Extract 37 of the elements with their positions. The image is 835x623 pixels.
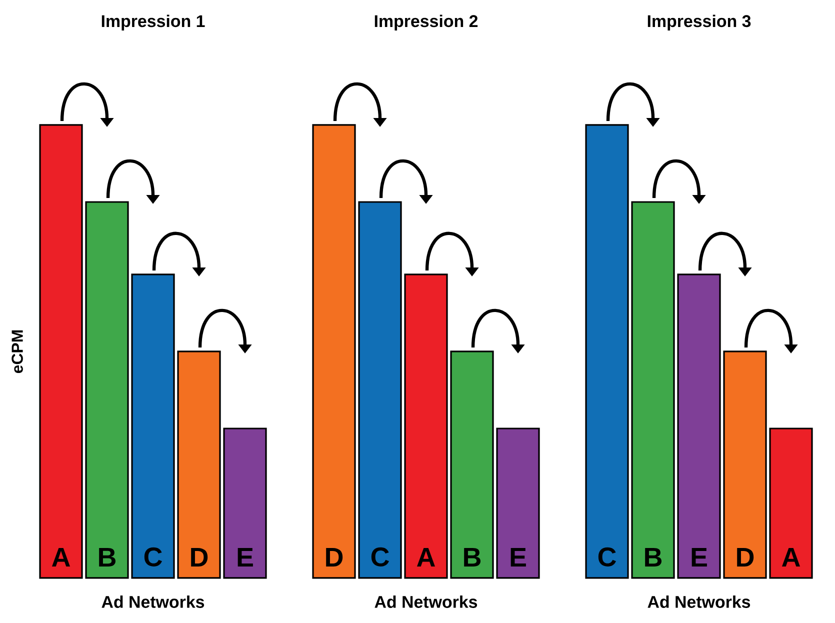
bar: [358, 201, 402, 579]
x-tick-label: B: [464, 548, 481, 566]
x-tick-label: C: [144, 547, 162, 566]
bar: [450, 350, 494, 579]
bar: [496, 428, 540, 579]
x-tick-label: C: [598, 547, 616, 566]
x-tick-label: E: [692, 548, 707, 566]
bar: [677, 274, 721, 579]
bar: [312, 124, 356, 579]
y-axis-title: eCPM: [12, 330, 23, 374]
x-tick-label: D: [737, 548, 754, 566]
bar: [631, 201, 675, 579]
chart-title: Impression 1: [102, 14, 205, 30]
x-axis-title: Ad Networks: [102, 596, 204, 608]
bar: [404, 274, 448, 579]
bar: [39, 124, 83, 579]
bar: [177, 350, 221, 579]
x-tick-label: E: [238, 548, 253, 566]
x-tick-label: D: [326, 548, 343, 566]
x-tick-label: D: [191, 548, 208, 566]
x-axis-title: Ad Networks: [648, 596, 750, 608]
bar: [85, 201, 129, 579]
bar: [131, 274, 175, 579]
x-tick-label: E: [510, 548, 526, 566]
bar: [769, 428, 813, 579]
chart-title: Impression 2: [374, 14, 478, 30]
x-tick-label: C: [371, 547, 389, 566]
x-tick-label: A: [52, 548, 70, 566]
x-axis-title: Ad Networks: [374, 596, 478, 608]
x-tick-label: B: [99, 548, 116, 566]
bar: [585, 124, 629, 579]
x-tick-label: A: [782, 548, 800, 566]
chart-title: Impression 3: [648, 14, 751, 30]
x-tick-label: B: [645, 548, 662, 566]
bar: [723, 350, 767, 579]
bar: [223, 428, 267, 579]
x-tick-label: A: [416, 548, 436, 566]
